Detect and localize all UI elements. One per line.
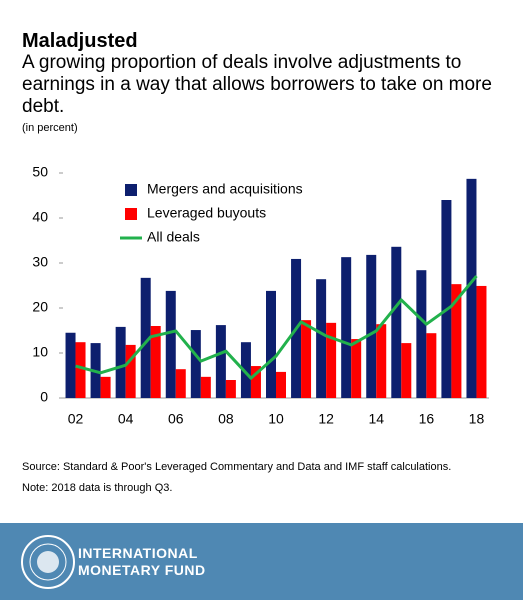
- legend-swatch: [125, 208, 137, 220]
- y-tick-label: 0: [40, 389, 48, 405]
- bar: [150, 326, 161, 398]
- x-tick-label: 12: [318, 411, 334, 427]
- x-tick-label: 06: [168, 411, 184, 427]
- bar: [316, 279, 327, 398]
- bar: [401, 343, 412, 398]
- bar: [276, 371, 286, 398]
- legend-label: Leveraged buyouts: [147, 205, 266, 221]
- bar: [416, 270, 427, 398]
- bar: [476, 285, 487, 398]
- y-tick-label: 10: [32, 344, 48, 360]
- x-tick-label: 16: [419, 411, 435, 427]
- bar: [190, 330, 201, 398]
- source: Source: Standard & Poor's Leveraged Comm…: [22, 461, 452, 473]
- x-tick-label: 02: [68, 411, 84, 427]
- bar: [140, 277, 151, 398]
- bar: [376, 324, 387, 398]
- org-name: INTERNATIONAL: [78, 545, 198, 561]
- logo-seal: [21, 535, 75, 589]
- bar: [240, 342, 251, 398]
- x-tick-label: 10: [268, 411, 284, 427]
- line: [75, 275, 478, 380]
- title: Maladjusted: [22, 30, 138, 52]
- bar: [466, 178, 477, 398]
- legend-label: Mergers and acquisitions: [147, 181, 303, 197]
- y-tick-label: 20: [32, 299, 48, 315]
- x-tick-label: 14: [368, 411, 384, 427]
- unit-label: (in percent): [22, 122, 78, 134]
- legend-label: All deals: [147, 229, 200, 245]
- bar: [391, 246, 402, 398]
- bar: [266, 290, 276, 398]
- note: Note: 2018 data is through Q3.: [22, 482, 173, 494]
- bar: [341, 257, 352, 398]
- bar: [225, 380, 236, 398]
- bar: [165, 290, 176, 398]
- y-tick-label: 50: [32, 164, 48, 180]
- subtitle: A growing proportion of deals involve ad…: [22, 52, 492, 117]
- bar: [451, 284, 462, 398]
- bar: [351, 339, 362, 398]
- bar: [426, 333, 437, 398]
- bar: [125, 344, 136, 398]
- bar: [301, 320, 312, 398]
- y-tick-label: 30: [32, 254, 48, 270]
- bar: [175, 369, 186, 398]
- chart: 0 10 20 30 40 50 02 04 06 08 10 12 14 16 18 Mergers and…: [32, 164, 489, 427]
- org-name: MONETARY FUND: [78, 562, 206, 578]
- bar: [200, 376, 211, 398]
- bar: [366, 254, 377, 398]
- bar: [250, 366, 261, 398]
- bar: [100, 376, 111, 398]
- bar: [75, 342, 86, 398]
- bar: [441, 200, 452, 398]
- x-tick-label: 18: [469, 411, 485, 427]
- x-tick-label: 08: [218, 411, 234, 427]
- y-tick-label: 40: [32, 209, 48, 225]
- bar: [215, 325, 226, 398]
- legend-swatch: [125, 184, 137, 196]
- bar: [65, 332, 76, 398]
- bar: [326, 322, 337, 398]
- footer: INTERNATIONAL MONETARY FUND: [0, 523, 523, 600]
- x-tick-label: 04: [118, 411, 134, 427]
- bar: [115, 326, 126, 398]
